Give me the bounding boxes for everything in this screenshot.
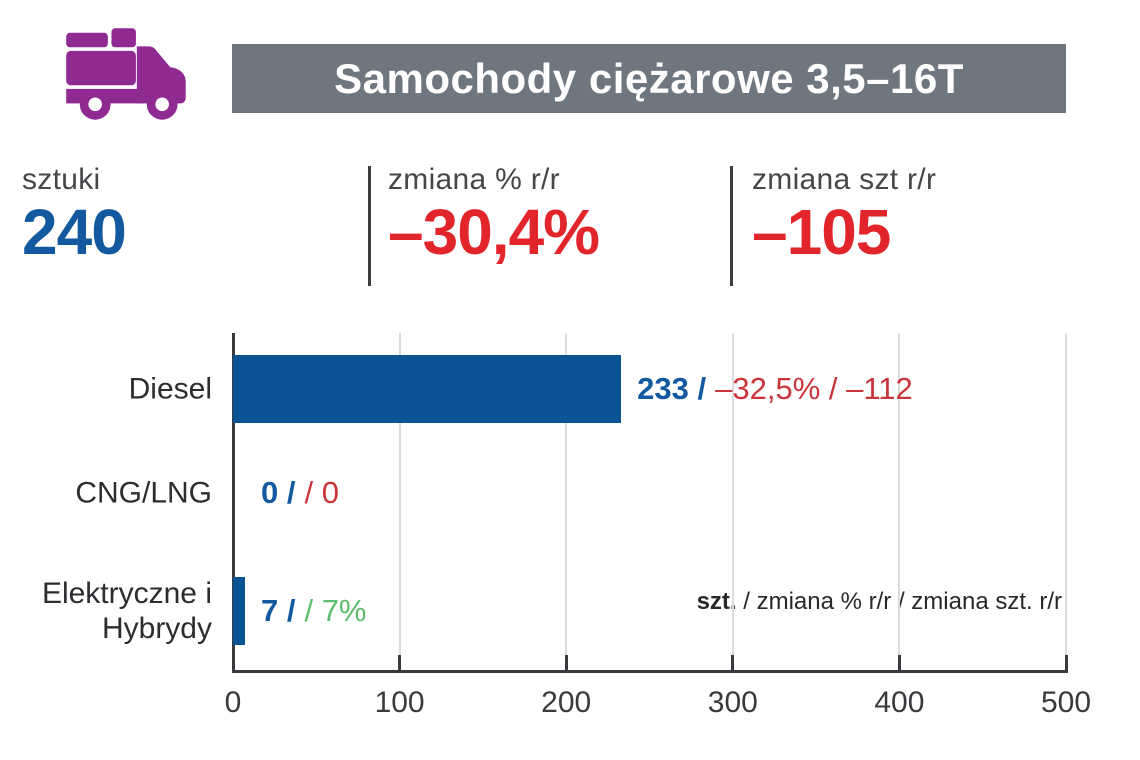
stat-value: –105 bbox=[752, 196, 891, 268]
x-tick-label: 500 bbox=[1040, 686, 1092, 719]
axis-tick bbox=[564, 655, 568, 672]
gridline bbox=[565, 333, 568, 672]
gridline bbox=[1065, 333, 1067, 672]
bar-diesel bbox=[233, 355, 622, 423]
divider bbox=[730, 166, 733, 286]
value-label: 0 // 0 bbox=[261, 475, 339, 511]
divider bbox=[368, 166, 371, 286]
x-axis-line bbox=[231, 670, 1068, 673]
axis-tick bbox=[731, 655, 735, 672]
x-tick-label: 300 bbox=[707, 686, 758, 719]
category-label: Elektryczne i Hybrydy bbox=[41, 576, 212, 645]
stat-value: 240 bbox=[22, 196, 127, 268]
stat-value: –30,4% bbox=[388, 196, 600, 268]
axis-tick bbox=[398, 655, 402, 672]
stat-change-units: zmiana szt r/r –105 bbox=[752, 163, 936, 266]
axis-tick bbox=[897, 655, 901, 672]
count-value: 7 / bbox=[261, 593, 296, 628]
gridline bbox=[898, 333, 901, 672]
title-bar: Samochody ciężarowe 3,5–16T bbox=[232, 44, 1066, 113]
legend-units-label: szt. bbox=[696, 588, 737, 615]
value-label: 7 // 7% bbox=[261, 593, 367, 629]
value-label: 233 /–32,5% / –112 bbox=[637, 371, 913, 407]
y-axis-line bbox=[231, 333, 235, 672]
gridline bbox=[398, 333, 401, 672]
legend: szt. / zmiana % r/r / zmiana szt. r/r bbox=[697, 588, 1062, 616]
legend-rest-label: / zmiana % r/r / zmiana szt. r/r bbox=[743, 588, 1062, 615]
bar-elektryczne-i-hybrydy bbox=[233, 577, 245, 645]
truck-icon bbox=[30, 8, 202, 130]
stat-total-units: sztuki 240 bbox=[22, 163, 127, 268]
x-tick-label: 200 bbox=[541, 686, 592, 719]
gridline bbox=[731, 333, 734, 672]
change-value: –32,5% / –112 bbox=[715, 371, 913, 406]
category-label: Diesel bbox=[128, 372, 212, 406]
x-tick-label: 0 bbox=[224, 686, 242, 719]
count-value: 233 / bbox=[637, 371, 707, 406]
stat-label: zmiana % r/r bbox=[388, 163, 560, 196]
change-value: / 0 bbox=[304, 475, 339, 510]
stat-change-percent: zmiana % r/r –30,4% bbox=[388, 163, 600, 268]
stat-label: sztuki bbox=[22, 163, 101, 196]
count-value: 0 / bbox=[261, 475, 296, 510]
stat-label: zmiana szt r/r bbox=[752, 163, 937, 196]
x-tick-label: 100 bbox=[374, 686, 425, 719]
category-label: CNG/LNG bbox=[75, 476, 212, 510]
x-tick-label: 400 bbox=[874, 686, 925, 719]
page-title: Samochody ciężarowe 3,5–16T bbox=[334, 54, 964, 102]
change-value: / 7% bbox=[304, 593, 367, 628]
axis-tick bbox=[1064, 655, 1068, 672]
